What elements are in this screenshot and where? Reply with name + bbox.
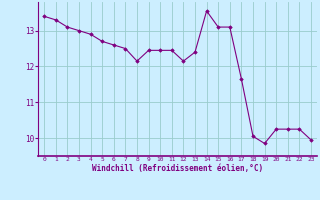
X-axis label: Windchill (Refroidissement éolien,°C): Windchill (Refroidissement éolien,°C) — [92, 164, 263, 173]
